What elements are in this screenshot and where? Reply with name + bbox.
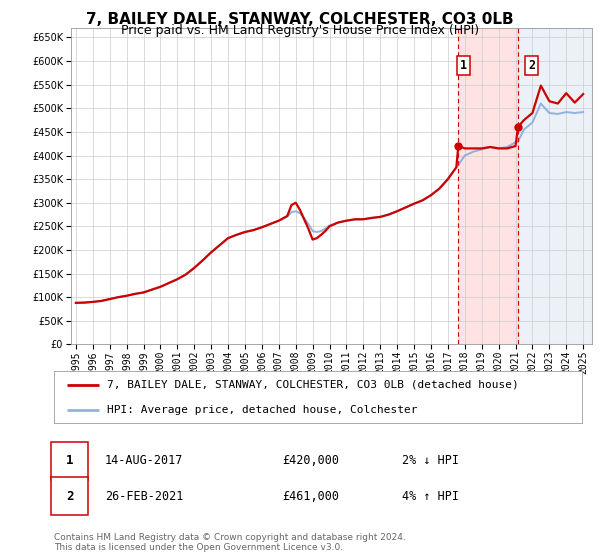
Text: 7, BAILEY DALE, STANWAY, COLCHESTER, CO3 0LB: 7, BAILEY DALE, STANWAY, COLCHESTER, CO3…	[86, 12, 514, 27]
Text: £420,000: £420,000	[282, 454, 339, 468]
Text: 7, BAILEY DALE, STANWAY, COLCHESTER, CO3 0LB (detached house): 7, BAILEY DALE, STANWAY, COLCHESTER, CO3…	[107, 380, 518, 390]
Text: Contains HM Land Registry data © Crown copyright and database right 2024.: Contains HM Land Registry data © Crown c…	[54, 533, 406, 542]
Text: 26-FEB-2021: 26-FEB-2021	[105, 489, 184, 503]
Text: HPI: Average price, detached house, Colchester: HPI: Average price, detached house, Colc…	[107, 405, 418, 416]
Text: 1: 1	[460, 59, 467, 72]
Bar	[518, 28, 592, 344]
Text: 2% ↓ HPI: 2% ↓ HPI	[402, 454, 459, 468]
Text: 2: 2	[528, 59, 535, 72]
Text: £461,000: £461,000	[282, 489, 339, 503]
Text: 14-AUG-2017: 14-AUG-2017	[105, 454, 184, 468]
Bar	[458, 28, 518, 344]
Text: Price paid vs. HM Land Registry's House Price Index (HPI): Price paid vs. HM Land Registry's House …	[121, 24, 479, 37]
Text: 4% ↑ HPI: 4% ↑ HPI	[402, 489, 459, 503]
Text: 1: 1	[66, 454, 73, 468]
Text: 2: 2	[66, 489, 73, 503]
Text: This data is licensed under the Open Government Licence v3.0.: This data is licensed under the Open Gov…	[54, 543, 343, 552]
